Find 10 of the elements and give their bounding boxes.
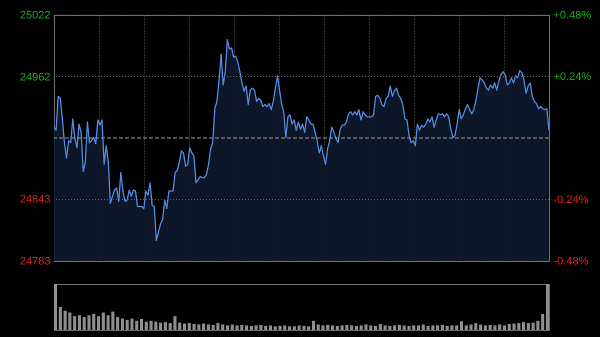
bar: [54, 284, 58, 330]
bar: [546, 284, 549, 330]
y2-tick-label: +0.24%: [554, 71, 592, 83]
y2-tick-label: -0.24%: [554, 194, 589, 206]
y-tick-label: 24783: [20, 256, 50, 268]
y-tick-label: 24962: [20, 71, 50, 84]
y-tick-label: 24843: [20, 194, 50, 206]
y2-tick-label: -0.48%: [554, 256, 589, 268]
y-tick-label: 25022: [20, 10, 50, 22]
y2-tick-label: +0.48%: [554, 10, 592, 22]
